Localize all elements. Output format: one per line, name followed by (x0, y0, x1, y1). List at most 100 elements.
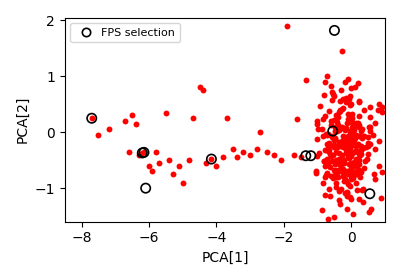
Point (358, 144, 365, 148)
Point (345, 155, 352, 159)
Point (350, 164, 357, 168)
Point (343, 148, 350, 152)
Point (341, 158, 347, 163)
Point (166, 158, 172, 162)
Point (356, 100, 362, 104)
Point (332, 185, 339, 189)
Point (349, 151, 356, 155)
Point (348, 153, 354, 158)
Point (366, 125, 372, 130)
Point (367, 105, 373, 109)
Point (303, 78, 310, 82)
Point (190, 116, 196, 120)
Point (338, 144, 344, 148)
Point (342, 80, 348, 85)
Point (333, 174, 339, 179)
Point (324, 141, 330, 146)
Point (264, 150, 270, 154)
Point (330, 137, 337, 142)
Point (338, 88, 344, 92)
Point (331, 118, 338, 123)
Point (351, 143, 357, 147)
Point (354, 169, 361, 174)
Point (336, 202, 343, 206)
Point (350, 132, 356, 136)
Point (152, 150, 159, 154)
Point (348, 162, 355, 167)
Point (352, 132, 359, 137)
Point (346, 147, 352, 151)
Point (356, 125, 362, 130)
Point (316, 151, 323, 155)
Point (340, 126, 346, 130)
Point (355, 143, 361, 147)
Point (324, 148, 331, 153)
Point (330, 176, 336, 180)
Point (343, 142, 349, 146)
Point (336, 188, 342, 193)
Point (338, 162, 345, 166)
Point (359, 187, 366, 192)
Point (357, 175, 364, 179)
Point (298, 155, 304, 160)
Point (352, 85, 358, 90)
Point (196, 85, 203, 90)
Point (329, 98, 336, 102)
Point (344, 191, 350, 196)
Point (358, 169, 364, 174)
Point (353, 172, 360, 176)
Point (355, 162, 361, 167)
Point (340, 144, 346, 149)
Point (356, 167, 362, 172)
Point (357, 152, 363, 157)
Point (327, 165, 333, 169)
Point (331, 215, 337, 219)
Point (378, 109, 385, 114)
Point (105, 127, 112, 132)
Point (361, 134, 367, 138)
Point (330, 144, 337, 149)
Point (338, 153, 345, 157)
Point (328, 154, 334, 158)
Point (234, 155, 240, 160)
Point (344, 169, 350, 174)
Point (344, 194, 350, 199)
Point (247, 152, 253, 157)
Point (344, 207, 350, 211)
Point (335, 175, 341, 179)
Point (334, 170, 340, 175)
Point (351, 171, 357, 175)
Point (348, 141, 355, 145)
Point (324, 157, 330, 161)
Point (354, 164, 360, 169)
Point (355, 81, 362, 85)
Point (347, 146, 353, 150)
Point (186, 158, 193, 162)
Point (348, 160, 354, 165)
Point (358, 148, 364, 152)
Point (338, 160, 345, 164)
Point (330, 173, 336, 178)
Point (349, 163, 356, 167)
Point (220, 155, 226, 160)
Point (321, 175, 328, 179)
Point (348, 174, 354, 179)
Point (332, 137, 338, 141)
Point (348, 197, 354, 201)
Point (340, 174, 346, 179)
Point (349, 125, 356, 129)
Point (322, 114, 328, 118)
Point (348, 112, 355, 116)
Point (324, 171, 330, 175)
Point (340, 158, 347, 162)
Point (347, 93, 354, 98)
Point (320, 117, 326, 121)
Point (356, 99, 362, 103)
Point (240, 150, 247, 154)
Point (333, 168, 340, 172)
Point (141, 150, 147, 155)
Point (351, 162, 357, 167)
Point (180, 180, 186, 185)
Point (322, 164, 328, 169)
X-axis label: PCA[1]: PCA[1] (201, 251, 249, 265)
